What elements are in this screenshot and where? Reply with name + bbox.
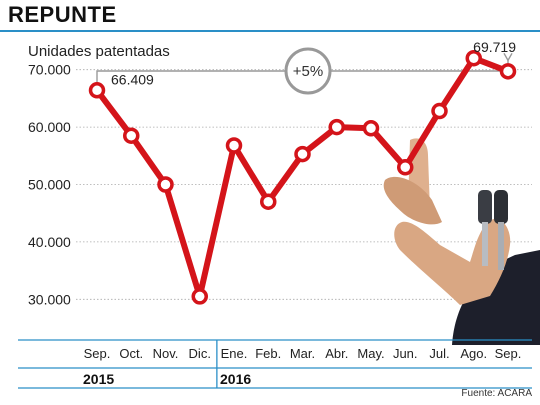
value-label: 69.719: [473, 39, 516, 55]
data-point: [260, 193, 277, 210]
value-labels: 66.409 69.719: [111, 39, 516, 87]
car-key-fob: [478, 190, 492, 224]
data-point: [499, 63, 517, 80]
x-tick-label: Feb.: [255, 346, 281, 361]
hand-sleeve: [452, 250, 540, 345]
y-tick-label: 70.000: [28, 62, 71, 78]
hand-thumb: [383, 176, 442, 225]
year-label: 2015: [83, 371, 114, 387]
hand-with-keys-image: [383, 138, 540, 345]
x-tick-label: Abr.: [325, 346, 348, 361]
data-point: [123, 127, 140, 144]
y-tick-label: 30.000: [28, 291, 71, 307]
data-point: [431, 102, 448, 120]
data-point: [465, 49, 482, 67]
key-blade: [498, 222, 504, 270]
data-point: [225, 137, 243, 154]
series-line: [88, 49, 517, 305]
annotation-badge: [284, 47, 332, 95]
x-tick-label: Ene.: [221, 346, 248, 361]
source-note: Fuente: ACARA: [461, 388, 532, 399]
y-tick-label: 60.000: [28, 119, 71, 135]
x-tick-label: May.: [357, 346, 384, 361]
value-label: 66.409: [111, 71, 154, 87]
data-point: [397, 159, 414, 176]
x-tick-label: Sep.: [495, 346, 522, 361]
y-tick-labels: 30.000 40.000 50.000 60.000 70.000: [28, 62, 71, 308]
data-point: [88, 82, 106, 99]
data-point: [362, 119, 380, 137]
car-key-fob: [494, 190, 508, 224]
annotation-text: +5%: [293, 63, 323, 80]
x-axis: Sep. Oct. Nov. Dic. Ene. Feb. Mar. Abr. May. Jun.…: [18, 339, 532, 389]
year-label: 2016: [220, 371, 251, 387]
x-tick-label: Jun.: [393, 346, 418, 361]
y-axis-label: Unidades patentadas: [28, 43, 170, 60]
chart-title: REPUNTE: [8, 2, 117, 27]
x-tick-label: Nov.: [153, 346, 179, 361]
key-blade: [482, 222, 488, 266]
title-divider: [0, 30, 540, 32]
x-tick-label: Ago.: [460, 346, 487, 361]
data-point: [328, 118, 345, 136]
x-tick-label: Sep.: [84, 346, 111, 361]
data-point: [191, 288, 208, 305]
x-tick-label: Mar.: [290, 346, 315, 361]
data-point: [294, 145, 311, 163]
hand-palm: [394, 218, 511, 305]
y-tick-label: 50.000: [28, 177, 71, 193]
x-tick-label: Jul.: [429, 346, 449, 361]
data-point: [157, 176, 174, 193]
annotation-arrowhead: [503, 52, 513, 62]
x-tick-label: Oct.: [119, 346, 143, 361]
y-tick-label: 40.000: [28, 234, 71, 250]
x-tick-label: Dic.: [189, 346, 211, 361]
